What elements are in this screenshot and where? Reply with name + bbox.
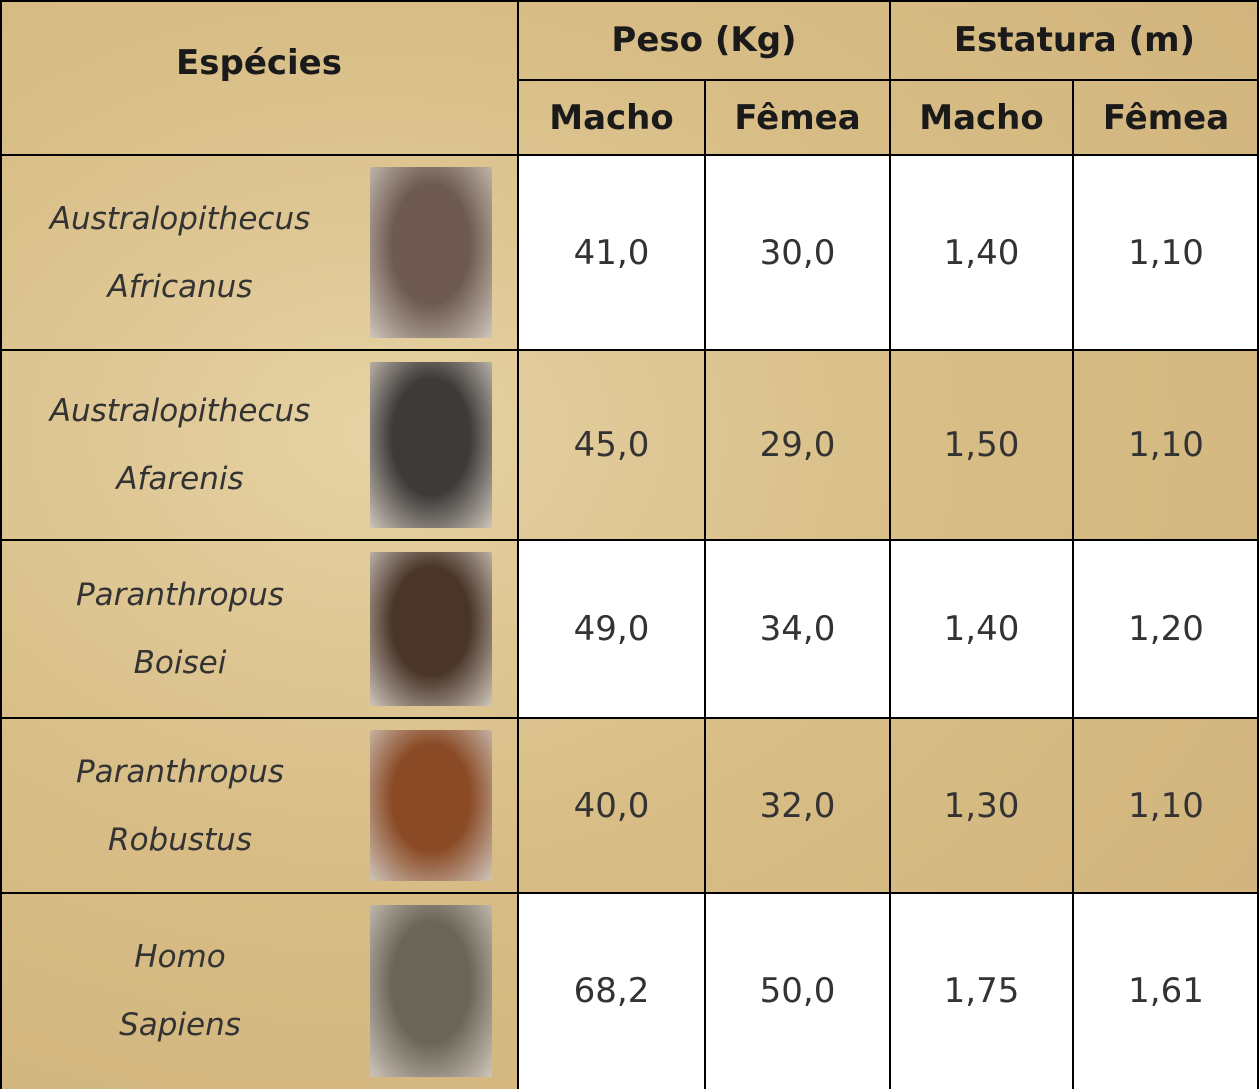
species-photo (370, 362, 492, 528)
header-sub: Macho (518, 80, 705, 155)
species-name: Australopithecus (50, 377, 311, 445)
value-cell: 32,0 (705, 718, 890, 893)
species-name: Paranthropus (76, 738, 284, 806)
grid-line (0, 539, 1259, 541)
grid-line (0, 349, 1259, 351)
value-cell: 34,0 (705, 540, 890, 718)
species-name: Boisei (134, 629, 227, 697)
grid-line (0, 892, 1259, 894)
value-cell: 1,75 (890, 893, 1073, 1089)
value-cell: 1,61 (1073, 893, 1259, 1089)
value-cell: 41,0 (518, 155, 705, 350)
species-name: Robustus (108, 806, 252, 874)
header-sub: Fêmea (1073, 80, 1259, 155)
grid-line (0, 0, 1259, 2)
grid-line (889, 0, 891, 1089)
value-cell: 1,40 (890, 540, 1073, 718)
grid-line (0, 0, 2, 1089)
header-group: Peso (Kg) (518, 0, 890, 80)
value-cell: 40,0 (518, 718, 705, 893)
header-species: Espécies (0, 0, 518, 155)
value-cell: 1,50 (890, 350, 1073, 540)
value-cell: 1,20 (1073, 540, 1259, 718)
value-cell: 1,10 (1073, 718, 1259, 893)
species-name: Homo (134, 923, 225, 991)
species-name: Afarenis (116, 445, 243, 513)
species-name: Sapiens (119, 991, 241, 1059)
grid-line (1072, 80, 1074, 1089)
header-sub: Macho (890, 80, 1073, 155)
value-cell: 1,10 (1073, 155, 1259, 350)
species-photo (370, 167, 492, 338)
species-name: Paranthropus (76, 561, 284, 629)
grid-line (704, 80, 706, 1089)
value-cell: 50,0 (705, 893, 890, 1089)
header-group: Estatura (m) (890, 0, 1259, 80)
species-photo (370, 552, 492, 706)
value-cell: 30,0 (705, 155, 890, 350)
value-cell: 45,0 (518, 350, 705, 540)
value-cell: 49,0 (518, 540, 705, 718)
value-cell: 1,30 (890, 718, 1073, 893)
grid-line (0, 154, 1259, 156)
species-photo (370, 730, 492, 881)
header-sub: Fêmea (705, 80, 890, 155)
value-cell: 1,40 (890, 155, 1073, 350)
species-photo (370, 905, 492, 1077)
grid-line (0, 717, 1259, 719)
value-cell: 1,10 (1073, 350, 1259, 540)
table-page: EspéciesPeso (Kg)Estatura (m)MachoFêmeaM… (0, 0, 1259, 1089)
species-name: Africanus (108, 253, 253, 321)
value-cell: 68,2 (518, 893, 705, 1089)
value-cell: 29,0 (705, 350, 890, 540)
grid-line (517, 0, 519, 1089)
species-name: Australopithecus (50, 185, 311, 253)
